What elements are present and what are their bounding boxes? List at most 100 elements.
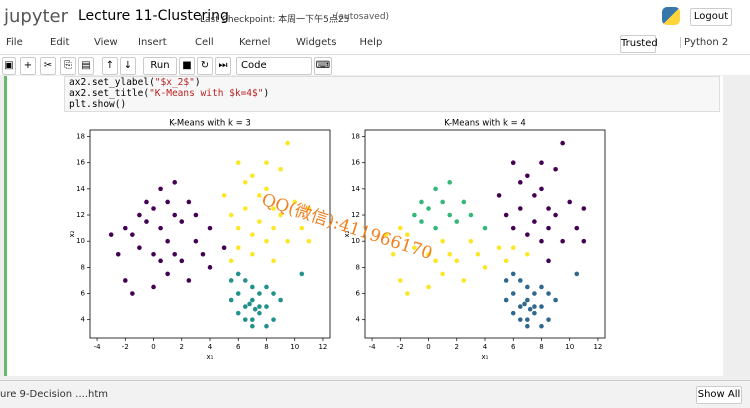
point (108, 232, 114, 237)
point (546, 317, 551, 322)
point (426, 206, 431, 211)
point (454, 258, 460, 264)
point (207, 225, 213, 231)
point (475, 251, 481, 257)
point (306, 238, 312, 244)
tool-button[interactable]: ↑ (102, 57, 118, 75)
chart-title: K-Means with k = 4 (444, 119, 526, 129)
point (440, 199, 445, 205)
point (496, 245, 502, 251)
point (130, 232, 135, 237)
menu-item[interactable]: File (6, 37, 23, 48)
point (200, 251, 206, 257)
point (264, 323, 269, 329)
point (186, 199, 192, 205)
point (235, 271, 241, 277)
x-tick-label: 8 (264, 343, 268, 351)
point (285, 238, 290, 244)
point (397, 225, 403, 231)
point (278, 212, 283, 218)
point (242, 304, 248, 309)
point (525, 323, 530, 329)
point (250, 251, 255, 257)
point (228, 212, 234, 218)
point (525, 232, 530, 237)
point (242, 206, 248, 211)
menu-item[interactable]: Widgets (296, 37, 337, 48)
point (503, 212, 509, 218)
point (517, 180, 523, 185)
menu-item[interactable]: View (94, 37, 118, 48)
tool-button[interactable]: ▤ (78, 57, 94, 75)
point (390, 251, 396, 257)
point (532, 193, 537, 198)
y-tick-label: 8 (356, 263, 360, 271)
point (250, 317, 255, 322)
y-tick-label: 18 (76, 133, 85, 141)
point (510, 271, 516, 277)
y-tick-label: 6 (356, 290, 361, 298)
run-button[interactable]: Run (143, 57, 177, 75)
code-area[interactable]: ax2.set_ylabel("$x_2$") ax2.set_title("K-… (64, 76, 720, 112)
menu-item[interactable]: Insert (138, 37, 167, 48)
point (144, 199, 149, 205)
menu-item[interactable]: Help (359, 37, 383, 48)
cell-type-select[interactable]: Code (236, 57, 312, 75)
x-axis-label: x₁ (207, 353, 214, 361)
tool-button[interactable]: ✂ (40, 57, 56, 75)
point (252, 306, 258, 312)
logo[interactable]: jupyter (4, 6, 69, 27)
point (539, 238, 544, 244)
tool-button[interactable]: + (20, 57, 36, 75)
point (235, 310, 241, 316)
point (532, 310, 537, 316)
download-bar: ure 9-Decision ....htm Show All (0, 380, 750, 408)
point (532, 219, 537, 224)
tool-button[interactable]: ⌨ (314, 57, 332, 75)
logout-button[interactable]: Logout (690, 8, 732, 26)
autosaved: (autosaved) (335, 12, 390, 22)
plot-frame (89, 129, 331, 339)
point (306, 206, 312, 211)
trusted[interactable]: Trusted (620, 35, 658, 53)
point (397, 278, 403, 283)
point (510, 291, 516, 296)
tool-button[interactable]: ▣ (2, 57, 16, 75)
x-tick-label: 12 (318, 343, 327, 351)
x-tick-label: 10 (290, 343, 299, 351)
point (522, 301, 527, 307)
y-tick-label: 16 (76, 159, 85, 167)
download-item[interactable]: ure 9-Decision ....htm (0, 389, 108, 400)
x-tick-label: 10 (565, 343, 574, 351)
point (447, 180, 453, 185)
menu-item[interactable]: Cell (195, 37, 214, 48)
tool-button[interactable]: ↻ (197, 57, 213, 75)
point (179, 258, 185, 264)
point (264, 186, 269, 192)
point (546, 225, 551, 231)
point (468, 238, 474, 244)
show-all-button[interactable]: Show All (696, 386, 742, 404)
point (193, 212, 199, 218)
notebook-name[interactable]: Lecture 11-Clustering (78, 8, 229, 24)
tool-button[interactable]: ■ (179, 57, 195, 75)
y-tick-label: 6 (81, 290, 86, 298)
y-tick-label: 14 (76, 185, 85, 193)
point (517, 206, 523, 211)
tool-button[interactable]: ⏭ (215, 57, 231, 75)
tool-button[interactable]: ⎘ (60, 57, 76, 75)
point (158, 258, 163, 264)
menu-item[interactable]: Kernel (239, 37, 271, 48)
point (130, 291, 135, 296)
point (122, 278, 128, 283)
point (510, 160, 516, 166)
x-tick-label: 8 (539, 343, 543, 351)
menu-item[interactable]: Edit (50, 37, 70, 48)
tool-button[interactable]: ↓ (120, 57, 136, 75)
point (137, 212, 142, 218)
y-axis-label: x₂ (68, 230, 76, 237)
point (264, 238, 269, 244)
x-tick-label: 6 (236, 343, 241, 351)
point (165, 199, 170, 205)
point (510, 310, 516, 316)
